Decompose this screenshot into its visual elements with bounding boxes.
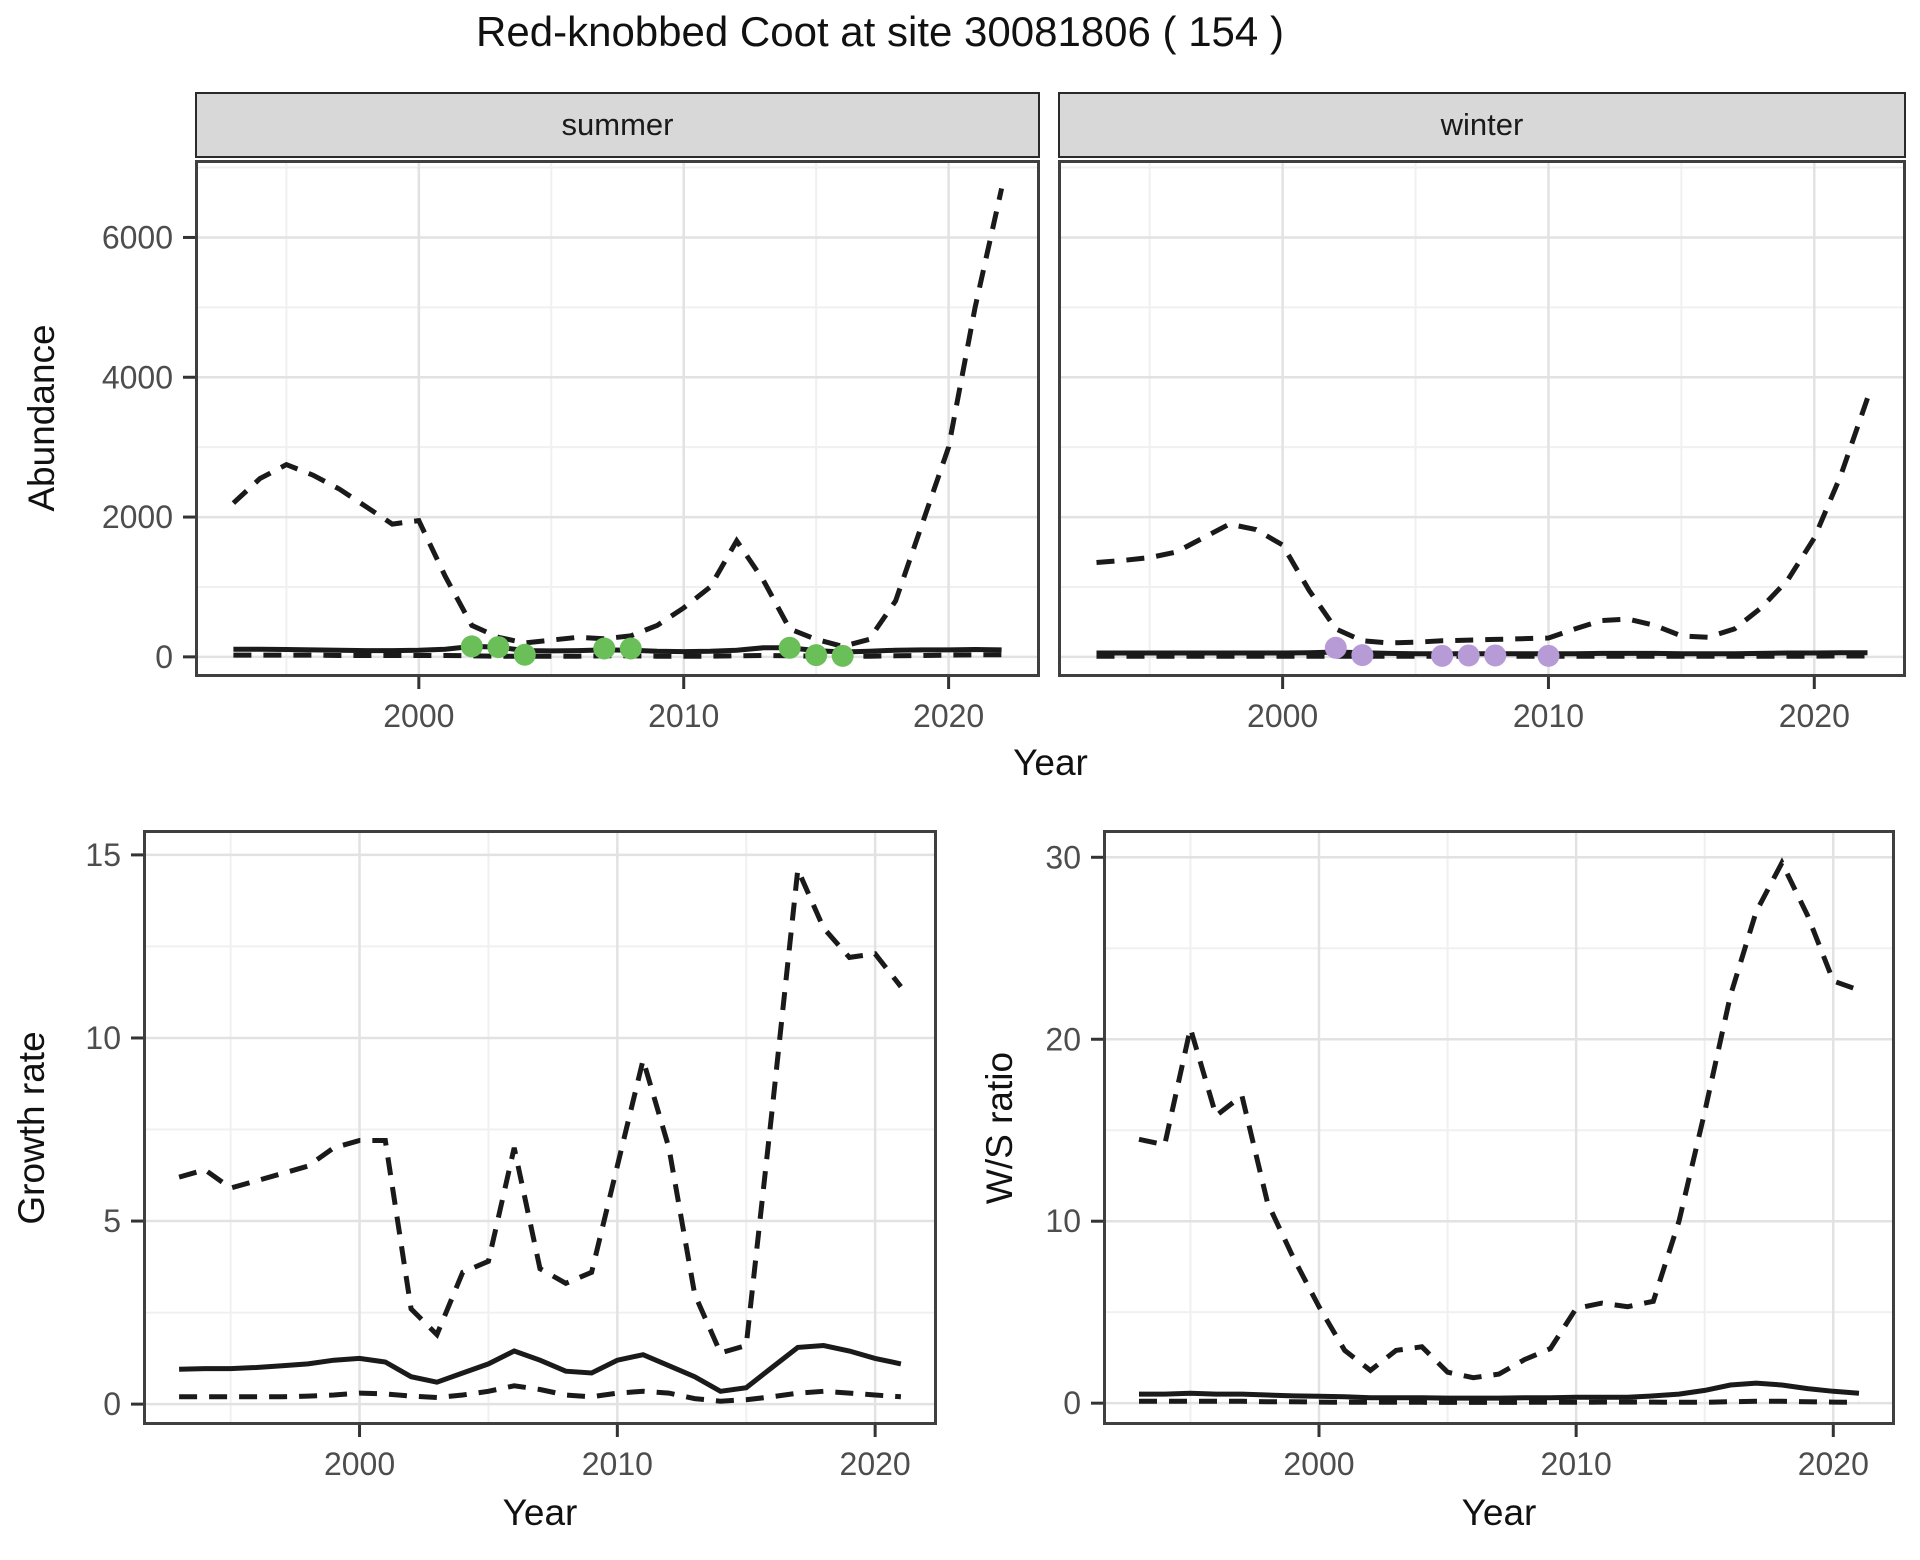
series-upper-quantile <box>1138 857 1860 1381</box>
facet-strip-summer-label: summer <box>561 107 674 142</box>
observed-count-point <box>778 636 801 659</box>
facet-strip-winter: winter <box>1058 92 1906 158</box>
observed-count-point <box>831 644 854 667</box>
abundance-axis-title: Abundance <box>21 324 62 512</box>
panel-background <box>1103 830 1895 1425</box>
observed-count-point <box>1537 644 1560 667</box>
panel-border <box>1058 160 1906 677</box>
series-upper-quantile <box>178 859 903 1356</box>
growth-rate-axis-title: Growth rate <box>11 1031 52 1225</box>
x-tick-label: 2010 <box>648 698 719 734</box>
series-upper-quantile <box>231 187 1005 649</box>
y-tick-label: 10 <box>1045 1203 1081 1239</box>
series-median <box>233 643 1002 655</box>
y-tick-label: 30 <box>1045 839 1081 875</box>
x-tick-label: 2020 <box>913 698 984 734</box>
y-tick-label: 6000 <box>102 219 173 255</box>
series-median <box>179 1342 902 1394</box>
y-tick-label: 4000 <box>102 359 173 395</box>
observed-count-point <box>1324 636 1347 659</box>
y-tick-label: 20 <box>1045 1021 1081 1057</box>
y-tick-label: 5 <box>103 1203 121 1239</box>
observed-count-point <box>593 637 616 660</box>
y-tick-label: 15 <box>85 837 121 873</box>
series-lower-quantile <box>1139 1398 1860 1405</box>
summer-abundance-panel: 2000 2010 2020 0 2000 4000 6000 <box>102 160 1040 734</box>
panel-border <box>143 830 937 1425</box>
x-tick-label: 2000 <box>383 698 454 734</box>
x-tick-label: 2000 <box>1283 1446 1354 1482</box>
observed-count-point <box>1457 644 1480 667</box>
x-tick-label: 2010 <box>582 1446 653 1482</box>
observed-count-point <box>513 643 536 666</box>
winter-abundance-panel: 2000 2010 2020 <box>1058 160 1906 734</box>
ws-ratio-axis-title: W/S ratio <box>979 1051 1020 1205</box>
series-lower-quantile <box>233 652 1002 660</box>
x-tick-label: 2020 <box>1779 698 1850 734</box>
observed-count-point <box>805 644 828 667</box>
top-year-axis-title: Year <box>1013 742 1088 783</box>
bottom-left-year-axis-title: Year <box>502 1492 578 1533</box>
x-tick-label: 2010 <box>1513 698 1584 734</box>
panel-background <box>143 830 937 1425</box>
series-upper-quantile <box>1096 397 1870 646</box>
y-tick-label: 2000 <box>102 499 173 535</box>
panel-border <box>1103 830 1895 1425</box>
y-tick-label: 0 <box>155 639 173 675</box>
panel-border <box>195 160 1040 677</box>
x-tick-label: 2010 <box>1541 1446 1612 1482</box>
x-tick-label: 2000 <box>324 1446 395 1482</box>
growth-rate-panel: 2000 2010 2020 0 5 10 15 <box>85 830 937 1482</box>
x-tick-label: 2000 <box>1247 698 1318 734</box>
facet-strip-winter-label: winter <box>1440 107 1524 142</box>
ws-ratio-panel: 2000 2010 2020 0 10 20 30 <box>1045 830 1895 1482</box>
series-median <box>1139 1380 1860 1401</box>
observed-count-point <box>619 637 642 660</box>
series-median <box>1096 649 1868 657</box>
panel-background <box>1058 160 1906 677</box>
observed-count-point <box>1431 644 1454 667</box>
bottom-right-year-axis-title: Year <box>1461 1492 1537 1533</box>
series-lower-quantile <box>179 1383 902 1404</box>
observed-count-point <box>460 635 483 658</box>
x-tick-label: 2020 <box>1798 1446 1869 1482</box>
observed-count-point <box>487 636 510 659</box>
page-title: Red-knobbed Coot at site 30081806 ( 154 … <box>476 8 1284 55</box>
x-tick-label: 2020 <box>840 1446 911 1482</box>
observed-count-point <box>1484 644 1507 667</box>
y-tick-label: 0 <box>1063 1385 1081 1421</box>
facet-strip-summer: summer <box>195 92 1040 158</box>
observed-count-point <box>1351 644 1374 667</box>
y-tick-label: 10 <box>85 1020 121 1056</box>
y-tick-label: 0 <box>103 1386 121 1422</box>
